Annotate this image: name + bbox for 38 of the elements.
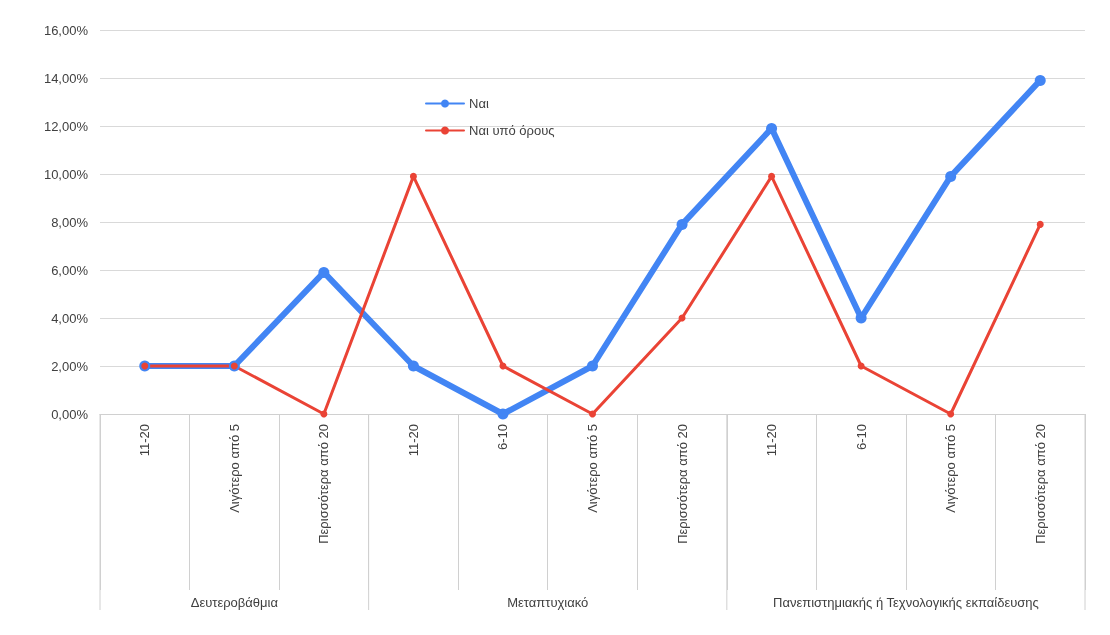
y-tick-label: 16,00%	[43, 22, 89, 38]
y-tick-label: 2,00%	[51, 358, 89, 374]
text: Δευτεροβάθμια	[190, 594, 279, 610]
y-tick-label: 10,00%	[43, 166, 89, 182]
text: Πανεπιστημιακής ή Τεχνολογικής εκπαίδευσης	[772, 594, 1039, 610]
x-tick-label: Λιγότερο από 5	[585, 424, 600, 513]
x-tick-label: Λιγότερο από 5	[226, 424, 242, 513]
y-tick-label: 0,00%	[51, 406, 89, 422]
legend-label: Ναι υπό όρους	[469, 123, 555, 138]
x-tick-label: Περισσότερα από 20	[674, 424, 690, 544]
text: Μεταπτυχιακό	[507, 594, 589, 610]
y-tick-label: 12,00%	[43, 118, 89, 134]
x-tick-label: 11-20	[137, 424, 153, 457]
y-tick-label: 4,00%	[51, 310, 89, 326]
point	[768, 172, 776, 180]
point	[497, 408, 509, 420]
y-tick-label: 14,00%	[43, 70, 89, 86]
y-tick-label: 6,00%	[51, 262, 89, 278]
x-tick-label: 11-20	[764, 424, 780, 457]
point	[766, 122, 778, 134]
x-tick-label: Περισσότερα από 20	[316, 424, 332, 544]
x-tick-label: 6-10	[853, 424, 869, 451]
point	[1036, 220, 1044, 228]
x-tick-label: 11-20	[405, 424, 421, 457]
point	[945, 170, 957, 182]
x-tick-label: Περισσότερα από 20	[1032, 424, 1048, 544]
point	[947, 410, 955, 418]
x-tick-label: 6-10	[495, 424, 511, 451]
x-tick-label: Λιγότερο από 5	[943, 424, 959, 513]
y-tick-label: 8,00%	[51, 214, 89, 230]
point	[676, 218, 688, 230]
point	[589, 410, 596, 418]
legend-label: Ναι	[469, 96, 489, 111]
point	[1034, 74, 1046, 86]
point	[409, 172, 417, 180]
point	[587, 360, 598, 372]
point	[407, 360, 419, 372]
point	[318, 266, 330, 278]
